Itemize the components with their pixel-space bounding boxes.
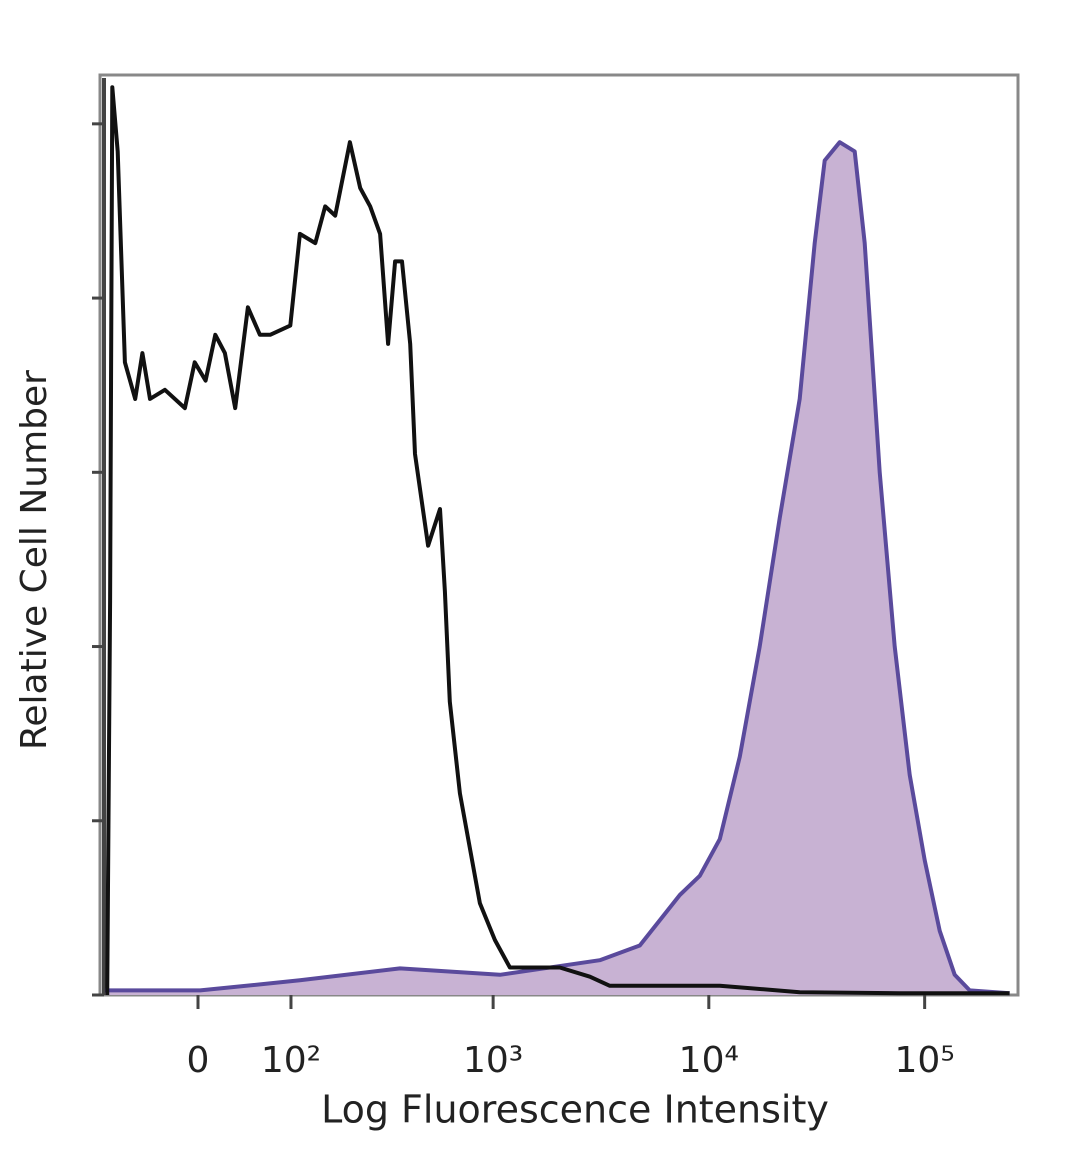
histogram-line — [105, 85, 1010, 996]
y-axis-label: Relative Cell Number — [14, 370, 55, 750]
x-tick-label: 0 — [187, 1040, 210, 1081]
x-tick-label: 10⁵ — [895, 1040, 955, 1081]
histogram-area — [105, 142, 1010, 995]
histogram-line — [105, 140, 1010, 996]
x-tick-label: 10⁴ — [679, 1040, 739, 1081]
x-axis-label: Log Fluorescence Intensity — [321, 1088, 829, 1132]
x-tick-label: 10³ — [463, 1040, 523, 1081]
x-tick-label: 10² — [261, 1040, 321, 1081]
